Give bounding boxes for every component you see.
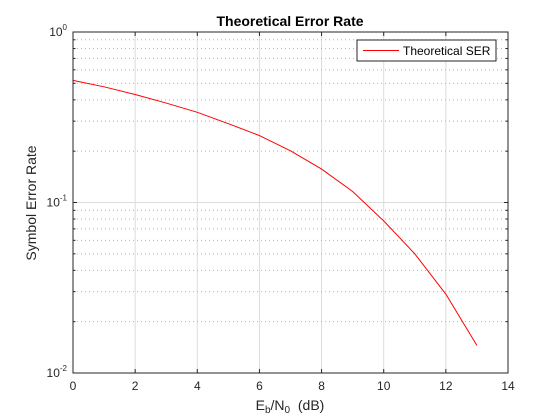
legend: Theoretical SER [356, 39, 497, 62]
x-axis-label: Eb/N0 (dB) [256, 397, 325, 416]
y-tick-label: 10-1 [47, 194, 68, 210]
x-tick-label: 0 [70, 379, 77, 393]
y-tick-label-exponent: 0 [63, 23, 68, 32]
x-axis-label-unit: (dB) [290, 397, 324, 413]
x-axis-label-part: /N [271, 397, 285, 413]
y-tick-label-base: 10 [47, 366, 61, 380]
x-tick-label: 6 [256, 379, 263, 393]
x-tick-label: 10 [377, 379, 391, 393]
y-tick-label-exponent: -1 [60, 194, 68, 203]
y-tick-label: 10-2 [47, 364, 68, 380]
x-tick-label: 12 [439, 379, 453, 393]
x-tick-label: 2 [132, 379, 139, 393]
x-tick-label: 14 [501, 379, 515, 393]
y-tick-label-base: 10 [49, 25, 63, 39]
ticks [72, 31, 509, 374]
series-layer [72, 79, 478, 346]
y-tick-label-exponent: -2 [60, 364, 68, 373]
x-tick-label: 4 [194, 379, 201, 393]
grid [73, 32, 508, 373]
legend-entry-label: Theoretical SER [403, 44, 491, 58]
x-tick-label: 8 [318, 379, 325, 393]
y-tick-label: 100 [49, 23, 67, 39]
chart-title: Theoretical Error Rate [216, 13, 363, 29]
x-axis-label-sub: 0 [285, 405, 291, 416]
y-tick-label-base: 10 [47, 196, 61, 210]
y-axis-label: Symbol Error Rate [23, 145, 39, 260]
legend-box [356, 39, 497, 62]
x-axis-label-sub: b [265, 405, 271, 416]
x-axis-label-part: E [256, 397, 265, 413]
series-line [72, 79, 478, 346]
